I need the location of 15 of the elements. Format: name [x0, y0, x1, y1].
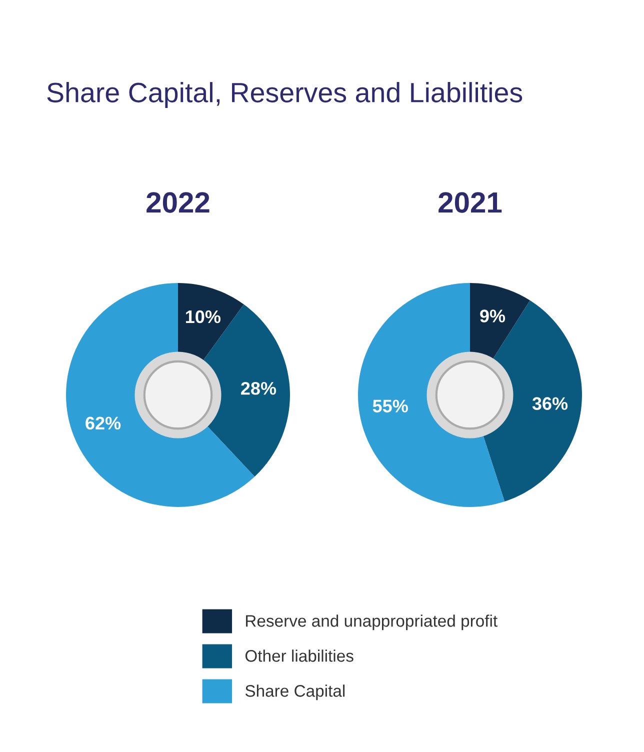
data-label: 55% [372, 400, 408, 412]
data-label: 62% [86, 416, 121, 430]
chart-subtitle: 2022 [146, 192, 210, 213]
data-label: 10% [186, 310, 221, 324]
chart-subtitle: 2021 [438, 192, 502, 213]
legend-label: Reserve and unappropriated profit [246, 614, 498, 630]
data-label: 9% [480, 310, 506, 322]
donut-slice [358, 283, 505, 507]
donut-slice [470, 283, 530, 360]
legend-label: Other liabilities [245, 650, 354, 662]
data-label: 28% [241, 382, 276, 395]
legend-label: Share Capital [245, 684, 345, 700]
chart-title: Share Capital, Reserves and Liabilities [47, 82, 522, 108]
donut-slice [178, 283, 244, 361]
data-label: 36% [532, 397, 568, 410]
